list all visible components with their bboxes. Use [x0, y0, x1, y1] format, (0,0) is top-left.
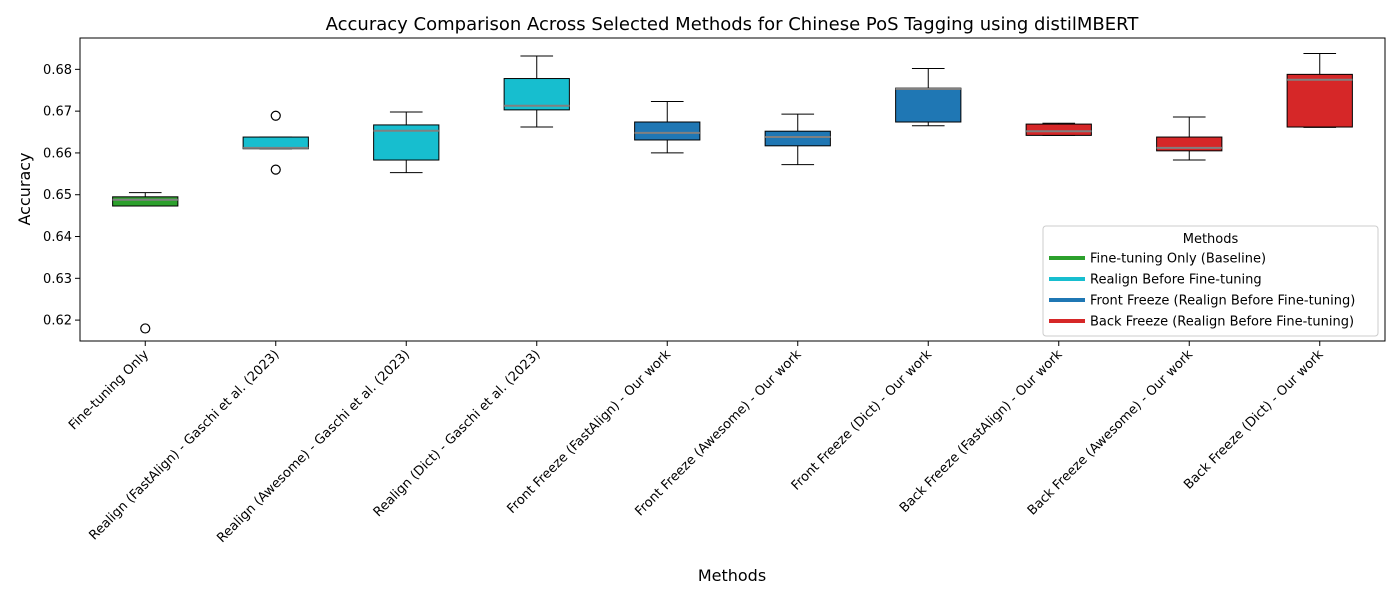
legend: Methods Fine-tuning Only (Baseline) Realig…	[1042, 225, 1379, 337]
y-tick-label: 0.67	[43, 105, 72, 120]
box-9	[1156, 116, 1223, 161]
x-tick-label: Front Freeze (Dict) - Our work	[789, 347, 936, 494]
y-axis: 0.62 0.63 0.64 0.65 0.66 0.67 0.68	[43, 63, 80, 329]
box-7	[895, 68, 962, 127]
legend-entry: Realign Before Fine-tuning	[1090, 273, 1262, 288]
plot-frame	[79, 37, 1386, 342]
y-axis-label: Accuracy	[15, 152, 34, 225]
plot-area	[79, 37, 1386, 342]
x-tick-label: Fine-tuning Only	[66, 347, 152, 433]
x-tick-label: Back Freeze (FastAlign) - Our work	[897, 347, 1066, 516]
chart-title: Accuracy Comparison Across Selected Meth…	[326, 14, 1140, 35]
legend-entry: Fine-tuning Only (Baseline)	[1090, 252, 1266, 267]
legend-entry: Back Freeze (Realign Before Fine-tuning)	[1090, 315, 1354, 330]
outlier-point	[140, 323, 151, 334]
box-body	[112, 196, 179, 207]
y-tick-label: 0.63	[43, 272, 72, 287]
y-tick-label: 0.62	[43, 314, 72, 329]
x-axis-label: Methods	[698, 566, 766, 585]
box-3	[373, 111, 440, 174]
box-6	[764, 113, 831, 166]
box-body	[764, 130, 831, 147]
box-body	[895, 87, 962, 123]
outlier-point	[270, 110, 281, 121]
box-1	[112, 192, 179, 334]
box-5	[634, 101, 701, 154]
legend-title: Methods	[1183, 232, 1239, 247]
x-tick-label: Back Freeze (Dict) - Our work	[1181, 347, 1327, 493]
box-10	[1286, 52, 1353, 128]
y-tick-label: 0.66	[43, 146, 72, 161]
box-4	[503, 55, 570, 128]
box-2	[242, 110, 309, 175]
legend-box	[1042, 225, 1379, 337]
y-tick-label: 0.64	[43, 230, 72, 245]
box-body	[503, 78, 570, 111]
outlier-point	[270, 164, 281, 175]
y-tick-label: 0.68	[43, 63, 72, 78]
box-body	[1286, 73, 1353, 128]
box-body	[634, 121, 701, 141]
box-body	[1025, 123, 1092, 136]
legend-entry: Front Freeze (Realign Before Fine-tuning…	[1090, 294, 1355, 309]
y-tick-label: 0.65	[43, 188, 72, 203]
box-8	[1025, 122, 1092, 136]
